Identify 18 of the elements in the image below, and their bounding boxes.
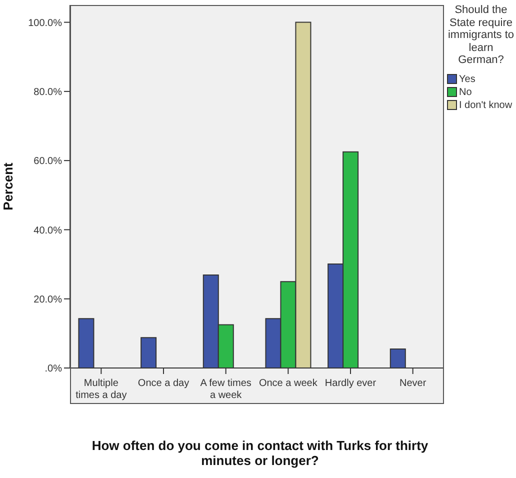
y-tick-label: 40.0% <box>34 225 62 236</box>
x-tick-label: A few times a week <box>200 378 252 401</box>
legend-title: Should the State require immigrants to learn German? <box>447 4 515 66</box>
x-axis-title: How often do you come in contact with Turks for thirty minutes or longer? <box>90 438 430 468</box>
x-tick-label: Once a week <box>258 378 318 389</box>
y-axis-title: Percent <box>0 162 16 210</box>
legend-label: Yes <box>459 74 476 84</box>
x-tick-label: Once a day <box>138 378 190 389</box>
y-tick-label: 20.0% <box>34 294 62 306</box>
y-tick-label: 60.0% <box>34 156 62 168</box>
legend-label: No <box>459 86 472 98</box>
x-tick-label: Multiple times a day <box>76 378 127 401</box>
y-tick-label: .0% <box>44 364 62 375</box>
x-tick-label: Hardly ever <box>324 378 377 389</box>
y-tick-label: 80.0% <box>34 86 62 98</box>
x-tick-label: Never <box>399 378 427 389</box>
y-tick-label: 100.0% <box>28 18 62 29</box>
legend-label: I don't know <box>459 100 512 110</box>
